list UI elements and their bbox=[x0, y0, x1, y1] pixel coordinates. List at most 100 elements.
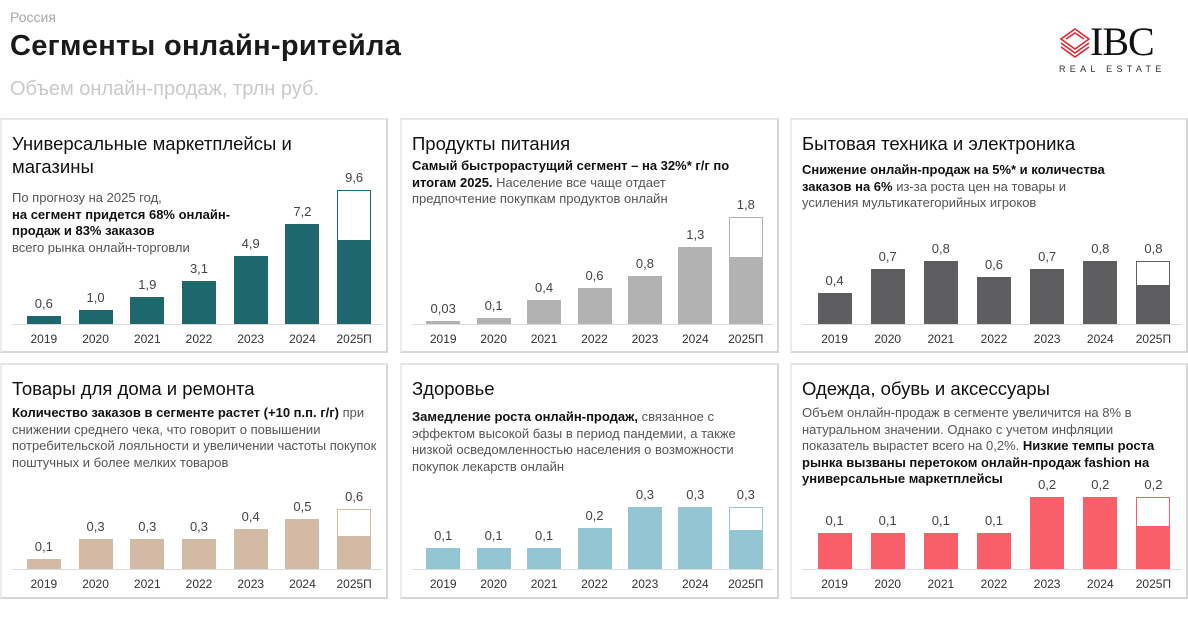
bar-value-label: 9,6 bbox=[345, 170, 364, 185]
bar-2025П bbox=[1136, 497, 1171, 569]
x-axis-line bbox=[12, 569, 382, 570]
bar-value-label: 0,6 bbox=[984, 256, 1004, 272]
x-axis-line bbox=[412, 324, 773, 325]
x-axis-line bbox=[802, 569, 1182, 570]
x-tick-label: 2020 bbox=[480, 577, 507, 591]
segment-title: Товары для дома и ремонта bbox=[12, 378, 255, 399]
x-tick-label: 2019 bbox=[821, 332, 848, 346]
description-highlight: Низкие темпы роста рынка вызваны переток… bbox=[802, 438, 1155, 486]
x-tick-label: 2025П bbox=[728, 332, 764, 346]
bar-2024 bbox=[678, 246, 713, 324]
bar-2025П bbox=[728, 507, 763, 569]
x-tick-label: 2023 bbox=[237, 332, 265, 346]
x-tick-label: 2024 bbox=[681, 332, 709, 346]
description-text: связанное с эффектом высокой базы в пери… bbox=[412, 409, 736, 474]
x-tick-label: 2019 bbox=[821, 577, 848, 591]
logo-tagline: REAL ESTATE bbox=[1059, 64, 1166, 74]
segment-description: Самый быстрорастущий сегмент – на 32%* г… bbox=[412, 158, 742, 208]
description-highlight: Замедление роста онлайн-продаж, bbox=[412, 409, 638, 424]
bar-2020 bbox=[78, 310, 113, 324]
x-tick-label: 2024 bbox=[681, 577, 709, 591]
bar-value-label: 0,4 bbox=[825, 272, 844, 288]
x-tick-label: 2021 bbox=[530, 577, 558, 591]
bar-value-label: 0,6 bbox=[345, 489, 364, 504]
bar-value-label: 0,1 bbox=[34, 539, 53, 554]
description-text: Население все чаще отдает предпочтение п… bbox=[412, 174, 668, 207]
bar-2024 bbox=[285, 519, 320, 569]
x-tick-label: 2025П bbox=[728, 577, 764, 591]
bar-2023 bbox=[627, 276, 662, 324]
segment-panel-home: Товары для дома и ремонта Количество зака… bbox=[0, 363, 388, 599]
segment-description: Количество заказов в сегменте растет (+1… bbox=[12, 405, 382, 471]
bar-2023 bbox=[233, 255, 268, 324]
x-tick-label: 2023 bbox=[1033, 332, 1061, 346]
x-tick-label: 2020 bbox=[874, 332, 902, 346]
x-tick-label: 2020 bbox=[82, 577, 109, 591]
forecast-bar-fill bbox=[338, 239, 371, 323]
description-highlight: Самый быстрорастущий сегмент – на 32%* г… bbox=[412, 158, 730, 190]
bar-value-label: 0,8 bbox=[1144, 241, 1163, 256]
bar-2022 bbox=[977, 533, 1011, 569]
bar-value-label: 0,4 bbox=[241, 509, 260, 524]
bar-2020 bbox=[78, 539, 113, 569]
bar-2020 bbox=[870, 533, 905, 569]
bar-2019 bbox=[426, 321, 461, 324]
bar-value-label: 0,1 bbox=[825, 513, 844, 528]
bar-2022 bbox=[182, 539, 216, 569]
bar-value-label: 0,3 bbox=[736, 487, 755, 502]
x-tick-label: 2023 bbox=[237, 577, 265, 591]
description-text: всего рынка онлайн-торговли bbox=[12, 239, 190, 255]
bar-value-label: 1,3 bbox=[686, 226, 705, 242]
bar-2025П bbox=[728, 217, 763, 324]
x-tick-label: 2025П bbox=[1135, 577, 1172, 591]
bar-2024 bbox=[1083, 497, 1118, 569]
ibc-logo: IBC REAL ESTATE bbox=[1058, 19, 1170, 76]
bar-2025П bbox=[337, 509, 372, 569]
bar-2021 bbox=[527, 548, 562, 569]
forecast-bar-fill bbox=[338, 536, 371, 568]
bar-2025П bbox=[1136, 261, 1171, 324]
bar-value-label: 0,1 bbox=[535, 528, 554, 544]
x-tick-label: 2024 bbox=[289, 577, 316, 591]
x-tick-label: 2021 bbox=[530, 332, 558, 346]
bar-value-label: 0,1 bbox=[434, 528, 453, 544]
x-tick-label: 2022 bbox=[185, 577, 213, 591]
bar-2025П bbox=[337, 190, 372, 324]
bar-2024 bbox=[1083, 261, 1118, 324]
bar-2020 bbox=[476, 318, 511, 324]
bar-value-label: 0,1 bbox=[484, 528, 503, 544]
x-tick-label: 2019 bbox=[30, 332, 58, 346]
x-tick-label: 2020 bbox=[480, 332, 507, 346]
segment-panel-food: Продукты питания Самый быстрорастущий сег… bbox=[400, 118, 779, 353]
segment-description: Замедление роста онлайн-продаж, связанно… bbox=[412, 409, 742, 475]
forecast-bar-fill bbox=[729, 530, 762, 568]
bar-value-label: 0,2 bbox=[1091, 477, 1110, 492]
bar-value-label: 0,8 bbox=[931, 241, 950, 256]
bar-2022 bbox=[577, 288, 612, 324]
bar-2019 bbox=[26, 315, 61, 324]
bar-value-label: 0,8 bbox=[635, 256, 654, 272]
x-tick-label: 2022 bbox=[185, 332, 213, 346]
x-tick-label: 2022 bbox=[980, 577, 1008, 591]
bar-2022 bbox=[977, 276, 1011, 324]
bar-value-label: 1,9 bbox=[138, 277, 157, 293]
x-tick-label: 2023 bbox=[631, 332, 659, 346]
bar-2024 bbox=[678, 507, 713, 569]
segment-panel-apparel: Одежда, обувь и аксессуары Объем онлайн-п… bbox=[790, 363, 1188, 599]
bar-2019 bbox=[817, 533, 852, 569]
x-tick-label: 2020 bbox=[874, 577, 902, 591]
bar-value-label: 0,2 bbox=[585, 507, 604, 523]
x-tick-label: 2025П bbox=[336, 332, 372, 346]
x-tick-label: 2025П bbox=[1135, 332, 1172, 346]
bar-value-label: 4,9 bbox=[241, 235, 260, 251]
bar-2023 bbox=[627, 507, 662, 569]
bar-value-label: 1,0 bbox=[86, 290, 105, 306]
description-highlight: Количество заказов в сегменте растет (+1… bbox=[12, 405, 339, 420]
segment-description: По прогнозу на 2025 год, на сегмент приде… bbox=[12, 190, 262, 256]
bar-value-label: 0,4 bbox=[535, 280, 554, 296]
bar-2019 bbox=[426, 548, 461, 569]
description-highlight: на сегмент придется 68% онлайн-продаж и … bbox=[12, 206, 231, 239]
x-axis-line bbox=[802, 324, 1182, 325]
bar-2021 bbox=[527, 300, 562, 324]
x-axis-line bbox=[12, 324, 382, 325]
